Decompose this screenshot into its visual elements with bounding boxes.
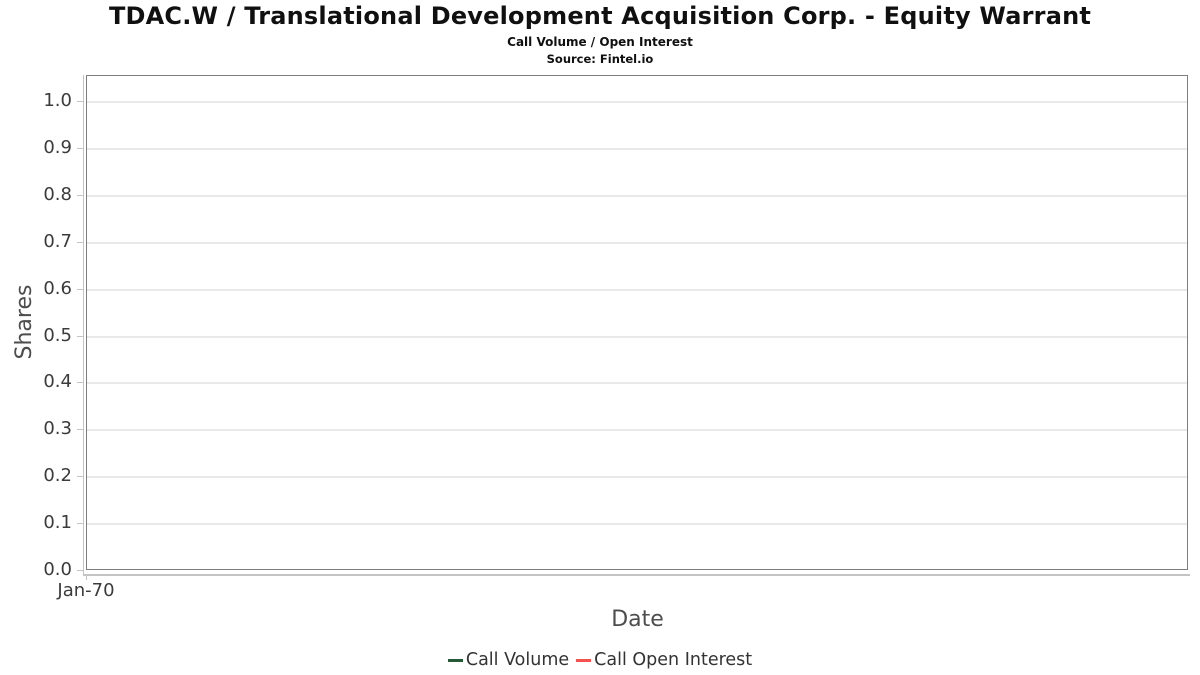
chart-source-label: Source: Fintel.io	[546, 52, 654, 66]
y-tick	[77, 289, 84, 290]
y-axis-line	[83, 75, 84, 575]
y-tick	[77, 101, 84, 102]
gridline	[87, 336, 1187, 338]
y-tick	[77, 570, 84, 571]
gridline	[87, 101, 1187, 103]
y-tick	[77, 382, 84, 383]
chart-subtitle: Call Volume / Open Interest	[507, 35, 693, 49]
y-tick-label: 0.7	[43, 231, 72, 252]
gridline	[87, 195, 1187, 197]
y-tick-label: 0.0	[43, 559, 72, 580]
x-axis-line	[83, 574, 1190, 576]
y-tick	[77, 148, 84, 149]
y-tick	[77, 195, 84, 196]
x-tick	[86, 574, 87, 580]
x-axis-title: Date	[611, 607, 664, 632]
y-tick-label: 0.9	[43, 137, 72, 158]
y-tick-label: 0.2	[43, 465, 72, 486]
y-tick-label: 0.6	[43, 278, 72, 299]
y-tick-label: 0.3	[43, 418, 72, 439]
y-tick-label: 0.8	[43, 184, 72, 205]
y-tick-label: 1.0	[43, 90, 72, 111]
y-tick-label: 0.5	[43, 325, 72, 346]
x-tick-label: Jan-70	[57, 580, 115, 601]
legend-item-label: Call Open Interest	[594, 650, 753, 670]
y-tick-label: 0.1	[43, 512, 72, 533]
legend-dash-icon	[447, 658, 463, 662]
gridline	[87, 476, 1187, 478]
plot-area	[86, 75, 1188, 570]
legend-dash-icon	[576, 658, 592, 662]
gridline	[87, 429, 1187, 431]
y-tick	[77, 523, 84, 524]
y-tick	[77, 429, 84, 430]
gridline	[87, 382, 1187, 384]
legend-item-label: Call Volume	[465, 650, 570, 670]
gridline	[87, 242, 1187, 244]
y-tick	[77, 336, 84, 337]
gridline	[87, 523, 1187, 525]
gridline	[87, 289, 1187, 291]
y-tick-label: 0.4	[43, 371, 72, 392]
legend-item[interactable]: Call Open Interest	[576, 650, 752, 670]
y-tick	[77, 476, 84, 477]
legend-item[interactable]: Call Volume	[447, 650, 570, 670]
chart-title: TDAC.W / Translational Development Acqui…	[108, 2, 1092, 30]
legend: Call Volume Call Open Interest	[0, 647, 1200, 673]
y-tick	[77, 242, 84, 243]
gridline	[87, 148, 1187, 150]
